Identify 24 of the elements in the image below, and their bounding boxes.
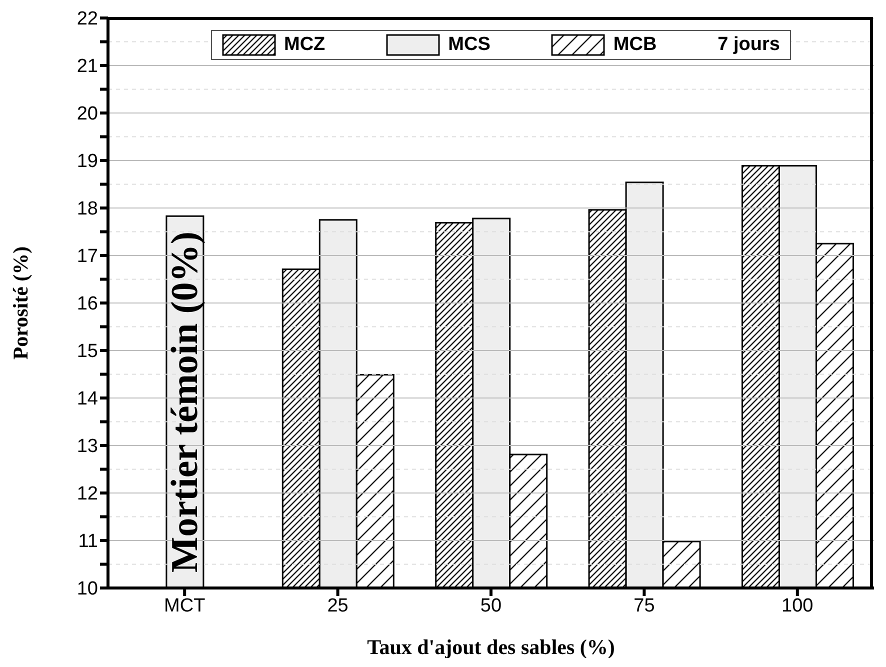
legend-label: MCZ (284, 34, 326, 56)
x-tick-label: 75 (634, 595, 655, 616)
x-tick-label: 25 (327, 595, 348, 616)
y-tick-label: 11 (78, 531, 98, 552)
y-tick-label: 14 (76, 388, 98, 410)
y-tick-label: 18 (76, 198, 98, 220)
x-tick-label: 50 (480, 595, 502, 616)
y-tick-label: 12 (76, 484, 98, 505)
y-tick-label: 13 (76, 436, 98, 458)
legend-label: MCS (448, 34, 490, 56)
y-axis-title: Porosité (%) (8, 246, 32, 360)
legend-label: MCB (613, 34, 657, 56)
y-tick-label: 10 (76, 578, 98, 600)
y-tick-label: 21 (76, 56, 98, 78)
legend-title: 7 jours (718, 34, 780, 56)
y-tick-label: 22 (76, 8, 98, 30)
annotation: Mortier témoin (0%) (164, 231, 206, 573)
y-tick-label: 15 (76, 341, 98, 362)
y-tick-label: 19 (76, 151, 98, 172)
y-tick-label: 20 (76, 104, 98, 125)
x-tick-label: MCT (164, 595, 206, 616)
x-tick-label: 100 (782, 595, 814, 616)
y-tick-label: 17 (76, 246, 98, 268)
y-tick-label: 16 (76, 294, 98, 315)
